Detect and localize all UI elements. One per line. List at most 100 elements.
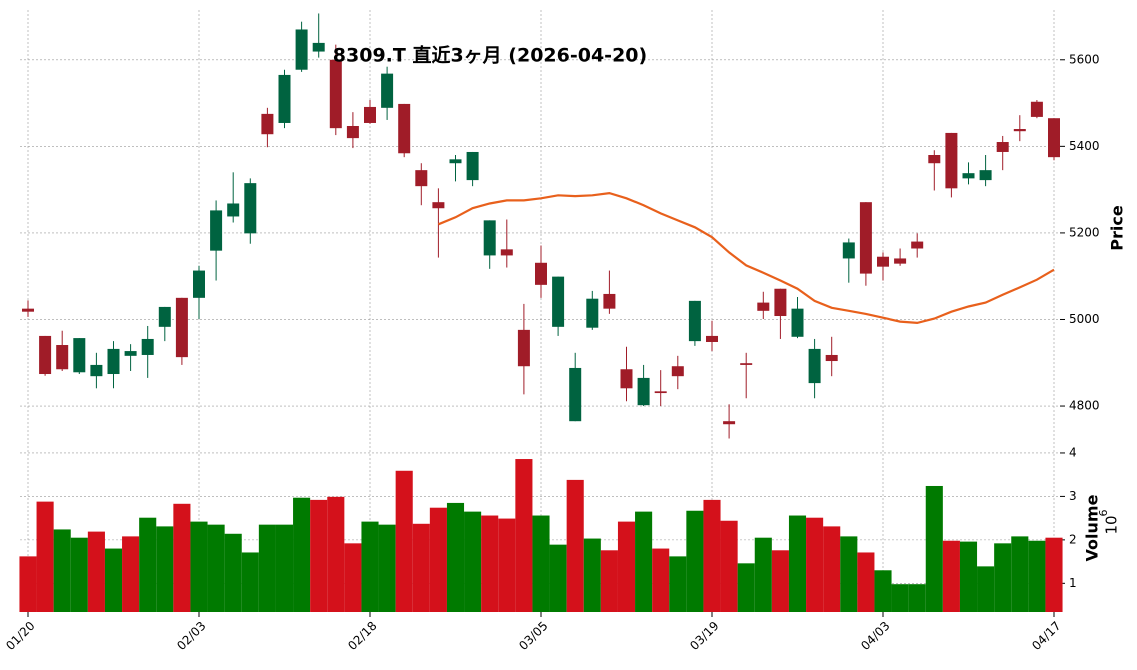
candle-body xyxy=(124,351,137,356)
chart-title: 8309.T 直近3ヶ月 (2026-04-20) xyxy=(333,44,647,67)
candle-body xyxy=(227,203,240,217)
volume-bar xyxy=(139,517,157,612)
volume-bar xyxy=(686,510,704,612)
volume-bar xyxy=(87,531,105,612)
volume-bar xyxy=(617,521,636,612)
volume-bar xyxy=(156,526,174,612)
volume-bar xyxy=(36,501,54,612)
volume-bar xyxy=(1011,536,1029,612)
candle-body xyxy=(671,366,684,377)
volume-bar xyxy=(275,524,294,612)
x-tick-label: 04/17 xyxy=(1029,619,1063,653)
candle-body xyxy=(911,241,924,249)
candle-body xyxy=(483,220,496,256)
candle-body xyxy=(1048,118,1060,158)
candle-body xyxy=(39,335,52,375)
candle-body xyxy=(859,202,872,274)
volume-bar xyxy=(19,556,37,612)
volume-bar xyxy=(771,550,789,612)
candle-body xyxy=(381,73,394,108)
candle-body xyxy=(688,300,701,342)
volume-bar xyxy=(395,470,413,612)
volume-bar xyxy=(806,517,824,612)
volume-bar xyxy=(549,544,567,612)
volume-bar xyxy=(1045,537,1063,612)
candle-body xyxy=(22,308,34,312)
candle-body xyxy=(808,348,821,384)
candle-body xyxy=(517,329,530,367)
volume-bar xyxy=(224,533,242,612)
volume-bar xyxy=(583,538,601,612)
candle-body xyxy=(962,173,975,179)
candle-body xyxy=(466,151,479,181)
volume-bar xyxy=(498,518,516,612)
candle-body xyxy=(210,210,223,251)
candle-body xyxy=(979,170,992,181)
candle-body xyxy=(996,142,1009,152)
volume-bar xyxy=(669,556,687,612)
volume-bar xyxy=(104,548,123,612)
y2-tick-label: 4 xyxy=(1069,445,1077,459)
candle-body xyxy=(107,348,120,375)
volume-bar xyxy=(720,520,738,612)
candle-body xyxy=(90,364,103,377)
candle-body xyxy=(193,270,205,298)
y2-tick-label: 2 xyxy=(1069,532,1077,546)
volume-bar xyxy=(446,502,465,612)
candle-body xyxy=(1013,129,1026,132)
volume-bar xyxy=(891,584,909,612)
y-tick-label: 5200 xyxy=(1069,225,1100,239)
candle-body xyxy=(706,335,718,342)
volume-offset: 10 6 xyxy=(1097,510,1121,535)
volume-bar xyxy=(857,552,875,612)
candle-body xyxy=(586,298,599,328)
volume-bar xyxy=(840,536,858,612)
offset-exponent: 6 xyxy=(1097,510,1110,517)
volume-bar xyxy=(70,537,88,612)
candle-body xyxy=(261,113,274,135)
volume-bar xyxy=(823,526,841,612)
volume-bar xyxy=(258,524,276,612)
candle-body xyxy=(637,377,650,406)
candle-body xyxy=(654,391,667,394)
y-tick-label: 5400 xyxy=(1069,139,1100,153)
volume-bar xyxy=(361,521,379,612)
volume-bar xyxy=(293,497,311,612)
volume-bar xyxy=(788,515,807,612)
volume-bar xyxy=(481,515,499,612)
candle-body xyxy=(740,363,753,365)
candle-body xyxy=(1030,101,1043,117)
candle-body xyxy=(73,338,86,373)
candle-body xyxy=(723,421,736,425)
volume-bar xyxy=(464,511,482,612)
candle-body xyxy=(295,29,308,70)
candle-body xyxy=(329,59,342,129)
volume-bar xyxy=(942,540,960,612)
volume-bar xyxy=(532,515,550,612)
volume-bar xyxy=(207,524,225,612)
x-tick-label: 03/19 xyxy=(687,619,721,653)
candle-body xyxy=(842,242,855,259)
volume-bar xyxy=(378,524,396,612)
y-tick-label: 5000 xyxy=(1069,312,1100,326)
candle-body xyxy=(791,308,804,337)
volume-bar xyxy=(600,550,618,612)
candle-body xyxy=(603,293,616,309)
offset-base: 10 xyxy=(1103,515,1121,534)
moving-average xyxy=(437,191,1055,325)
volume-bar xyxy=(635,511,653,612)
candle-body xyxy=(825,354,838,362)
y-axis-label: Price xyxy=(1108,205,1127,251)
candle-body xyxy=(449,159,462,164)
candle-body xyxy=(312,42,325,52)
volume-bar xyxy=(429,507,447,612)
volume-bar xyxy=(310,499,328,612)
y-tick-label: 5600 xyxy=(1069,52,1100,66)
candle-body xyxy=(552,276,565,327)
candle-body xyxy=(244,183,257,234)
candle-body xyxy=(278,74,291,123)
volume-axis-label: Volume xyxy=(1083,494,1102,561)
candle-body xyxy=(415,170,428,187)
volume-bar xyxy=(994,543,1012,612)
